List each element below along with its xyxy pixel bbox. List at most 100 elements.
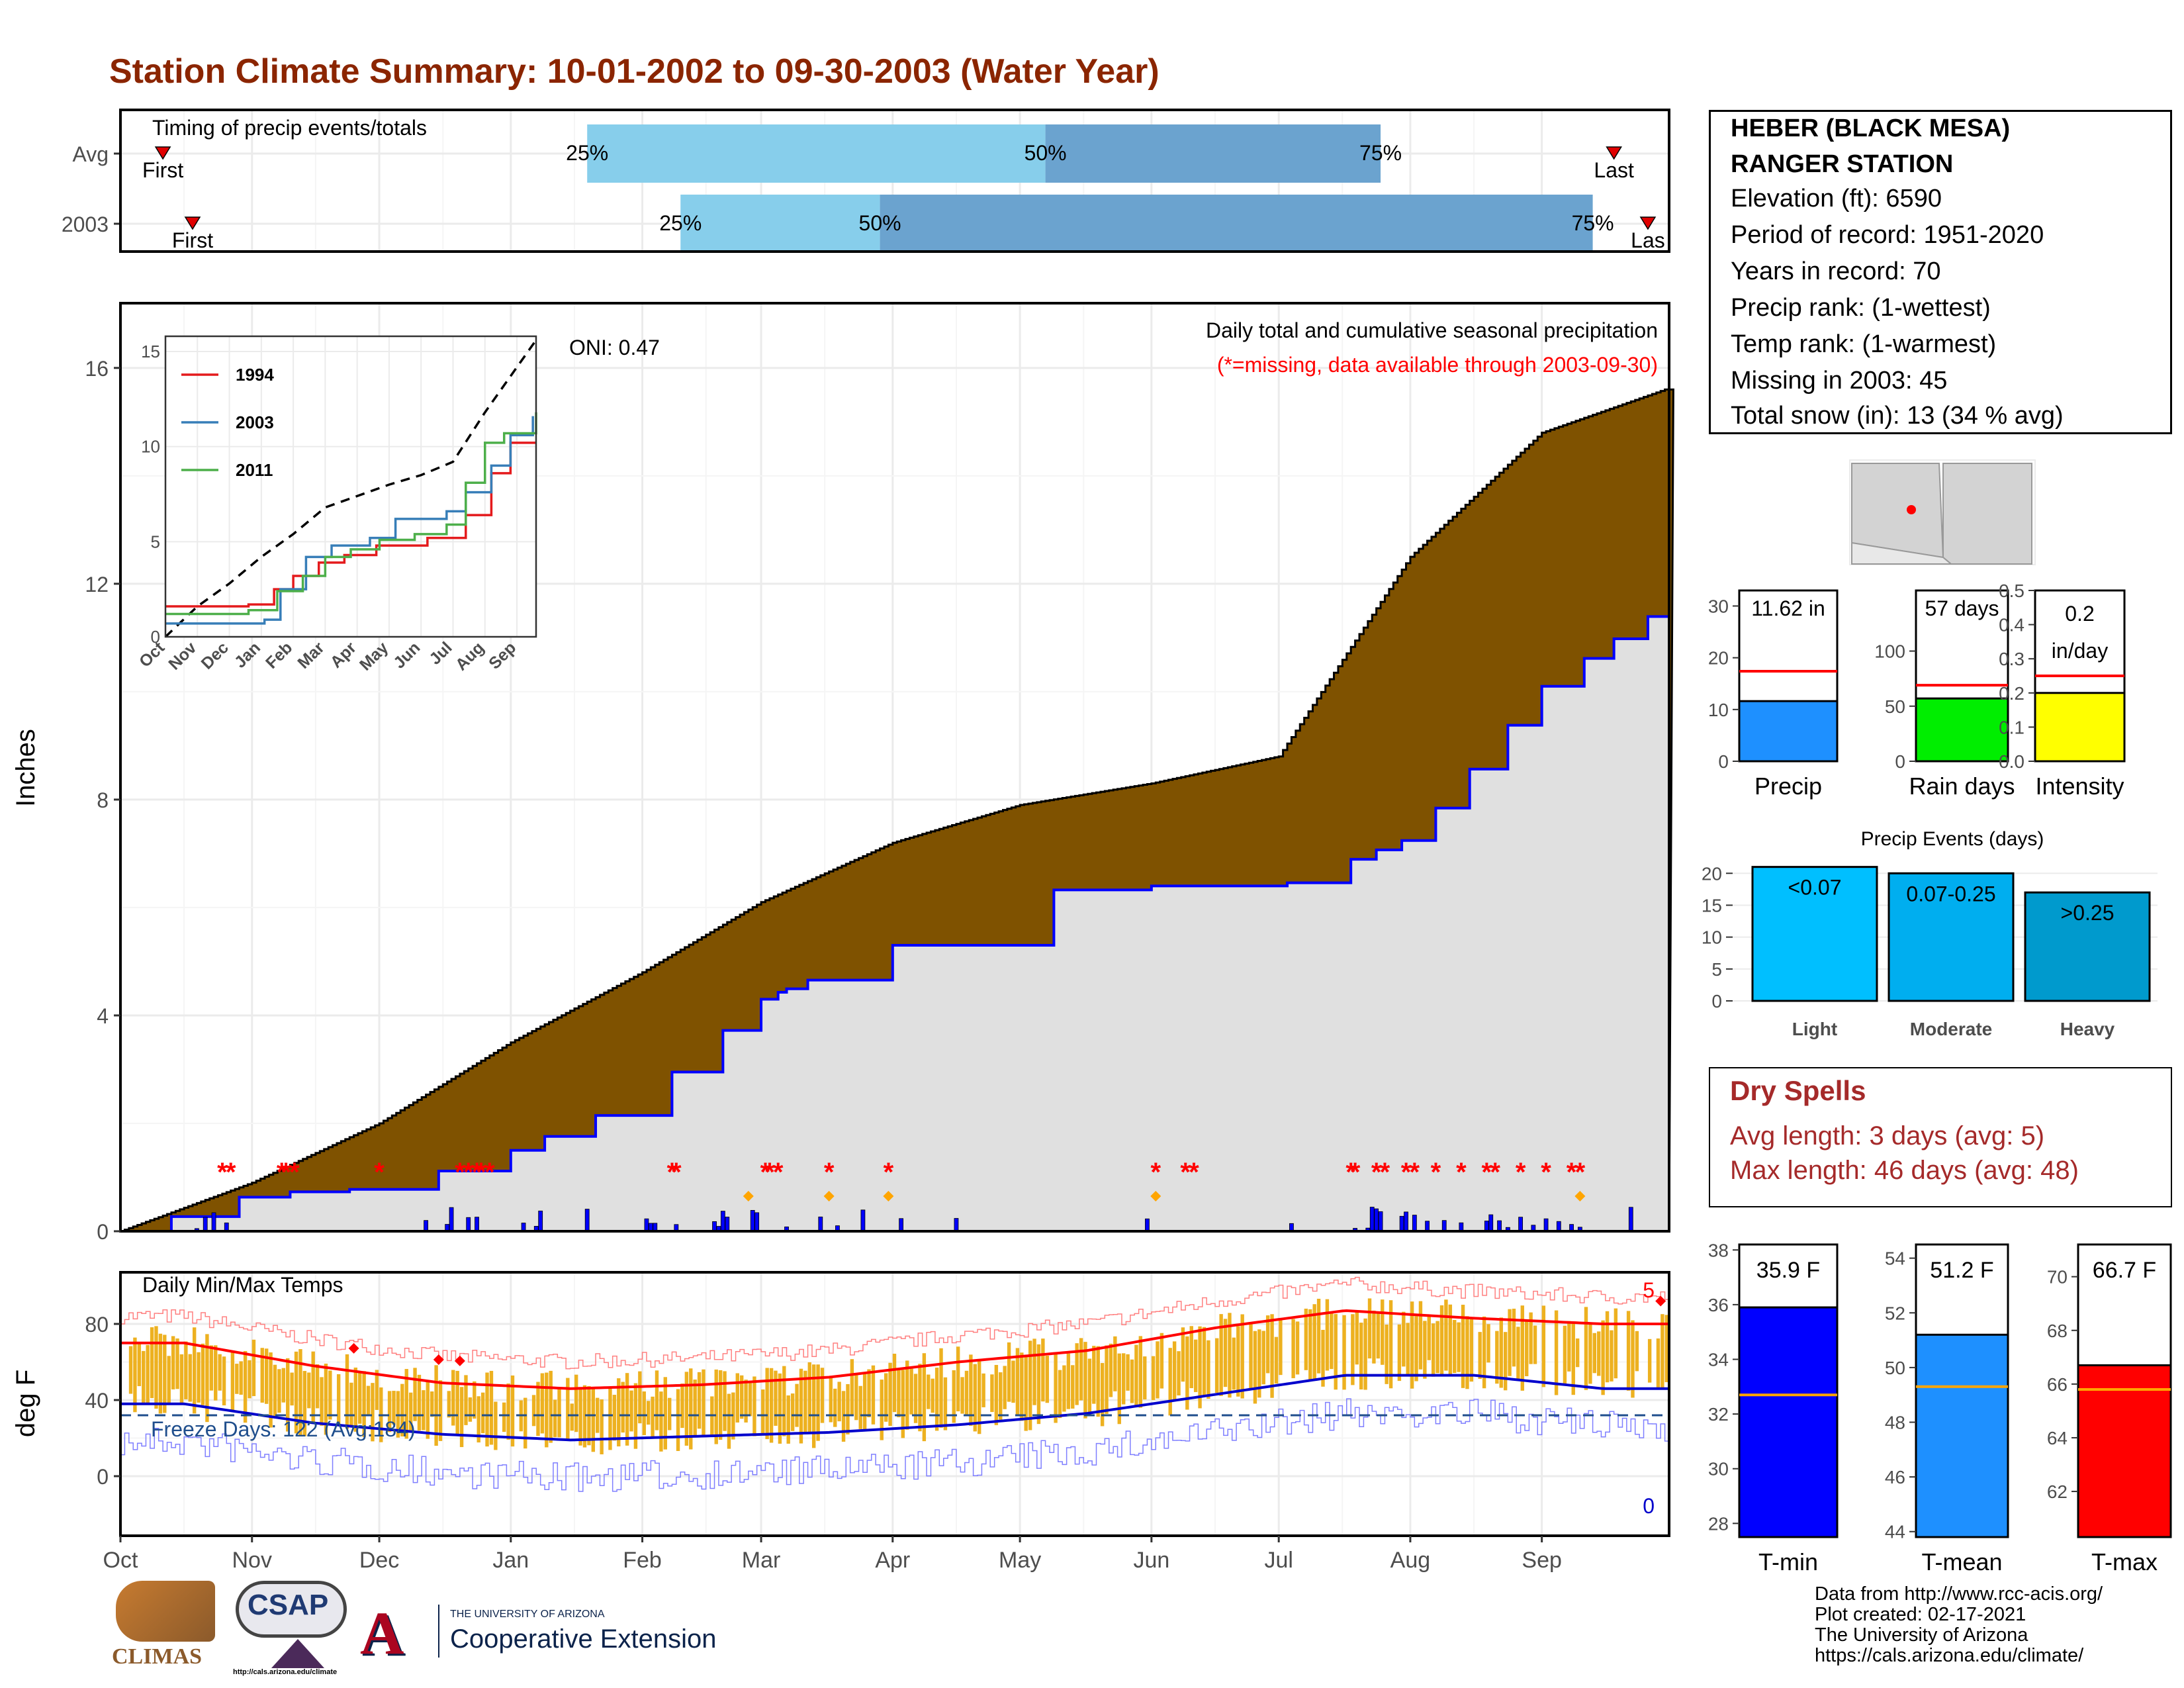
daily-temp-bar: [307, 1372, 311, 1409]
daily-precip-bar: [1399, 1215, 1404, 1232]
missing-data-marker: *: [1516, 1158, 1526, 1187]
daily-temp-bar: [1402, 1311, 1406, 1367]
daily-temp-bar: [964, 1370, 969, 1415]
daily-temp-bar: [1291, 1319, 1295, 1378]
daily-temp-bar: [1045, 1355, 1049, 1403]
daily-temp-bar: [264, 1348, 269, 1404]
daily-temp-bar: [854, 1375, 858, 1421]
summary-ytick-label: 0: [1895, 751, 1905, 772]
daily-temp-bar: [447, 1391, 451, 1418]
daily-temp-bar: [404, 1369, 408, 1439]
xaxis-month-label: Sep: [1522, 1548, 1562, 1573]
daily-temp-bar: [1202, 1327, 1206, 1397]
precip-events-ytick-label: 10: [1702, 927, 1722, 948]
temp-summary-bar: [2077, 1364, 2172, 1538]
timing-bar-25-50: [587, 124, 1046, 183]
ua-logo[interactable]: A THE UNIVERSITY OF ARIZONA Cooperative …: [360, 1599, 744, 1667]
inset-average-line: [164, 339, 537, 638]
daily-temp-bar: [133, 1337, 137, 1413]
daily-temp-bar: [1189, 1326, 1193, 1389]
daily-temp-bar: [795, 1383, 799, 1427]
temp-summary-ytick-label: 62: [2047, 1481, 2068, 1502]
inset-ytick-label: 15: [141, 342, 160, 361]
missing-data-marker: *: [1345, 1158, 1356, 1187]
precip-panel-border: [119, 302, 1670, 1233]
missing-data-marker: *: [1401, 1158, 1412, 1187]
missing-data-marker: *: [1380, 1158, 1390, 1187]
daily-temp-bar: [510, 1375, 515, 1447]
timing-bar-25-50: [680, 195, 880, 253]
xaxis-month-label: Feb: [623, 1548, 662, 1573]
daily-temp-bar: [158, 1333, 163, 1414]
daily-temp-bar: [1635, 1331, 1639, 1372]
precip-ytick-label: 8: [97, 788, 109, 812]
freeze-days-label: Freeze Days: 122 (Avg:184): [151, 1417, 416, 1441]
daily-temp-bar: [464, 1375, 468, 1425]
daily-temp-bar: [1265, 1315, 1270, 1374]
summary-ytick-label: 10: [1708, 700, 1729, 720]
summary-bar: [1738, 700, 1839, 763]
daily-temp-bar: [786, 1395, 790, 1444]
daily-temp-bar: [1126, 1354, 1130, 1391]
daily-temp-bar: [816, 1364, 820, 1441]
summary-ytick-label: 0.3: [1999, 649, 2025, 669]
new-mexico-shape: [1942, 463, 2032, 565]
daily-temp-bar: [1011, 1360, 1015, 1403]
station-temp-rank: Temp rank: (1-warmest): [1731, 330, 1997, 358]
csap-logo[interactable]: CSAP http://cals.arizona.edu/climate: [232, 1581, 351, 1680]
daily-temp-bar: [459, 1387, 464, 1448]
missing-data-marker: *: [1482, 1158, 1492, 1187]
daily-temp-bar: [1092, 1346, 1096, 1404]
daily-temp-bar: [1626, 1311, 1631, 1391]
daily-temp-bar: [1274, 1336, 1279, 1384]
temp-summary-ytick-label: 54: [1885, 1248, 1905, 1269]
temp-summary-ytick-label: 30: [1708, 1459, 1729, 1479]
precip-ylabel: Inches: [11, 729, 40, 807]
daily-temp-bar: [884, 1373, 888, 1422]
daily-temp-bar: [880, 1380, 884, 1440]
climas-logo[interactable]: CLIMAS: [109, 1581, 218, 1680]
inset-ytick-label: 0: [151, 627, 160, 647]
precip-event-bar: [2024, 891, 2151, 1002]
daily-temp-bar: [192, 1327, 197, 1414]
daily-temp-bar: [1334, 1314, 1338, 1390]
missing-data-marker: *: [773, 1158, 784, 1187]
daily-temp-bar: [1028, 1340, 1032, 1430]
missing-data-marker: *: [1456, 1158, 1467, 1187]
daily-temp-bar: [867, 1369, 871, 1417]
daily-temp-bar: [566, 1378, 570, 1440]
daily-temp-bar: [1359, 1323, 1363, 1389]
daily-temp-bar: [833, 1388, 837, 1427]
daily-temp-bar: [1423, 1321, 1427, 1379]
daily-temp-bar: [1372, 1310, 1376, 1364]
daily-temp-bar: [408, 1392, 413, 1432]
daily-temp-bar: [1647, 1338, 1652, 1383]
daily-temp-bar: [150, 1327, 154, 1399]
daily-temp-bar: [146, 1344, 150, 1405]
daily-temp-bar: [1478, 1332, 1482, 1379]
daily-temp-bar: [1605, 1311, 1610, 1383]
timing-last-label: Last: [1594, 158, 1634, 182]
daily-temp-bar: [438, 1380, 443, 1441]
precip-events-ytick-label: 5: [1711, 959, 1722, 980]
daily-temp-bar: [434, 1365, 438, 1446]
summary-ytick-label: 0: [1718, 751, 1729, 772]
daily-precip-bar: [203, 1217, 208, 1232]
summary-ytick-label: 0.2: [1999, 683, 2025, 704]
summary-ytick-label: 100: [1874, 641, 1905, 662]
daily-precip-bar: [1518, 1217, 1524, 1232]
daily-temp-bar: [1457, 1322, 1461, 1372]
daily-precip-bar: [1145, 1218, 1150, 1232]
timing-p75-label: 75%: [1359, 141, 1402, 165]
daily-temp-bar: [1117, 1353, 1121, 1425]
daily-temp-bar: [1453, 1319, 1457, 1374]
daily-temp-bar: [1486, 1324, 1490, 1363]
temp-summary-value-label: 51.2 F: [1930, 1258, 1993, 1283]
daily-temp-bar: [693, 1380, 697, 1438]
precip-event-bin-label: <0.07: [1788, 876, 1842, 900]
daily-temp-bar: [1075, 1343, 1079, 1405]
footer-credit-1: Data from http://www.rcc-acis.org/: [1815, 1583, 2103, 1605]
daily-temp-bar: [1554, 1310, 1559, 1395]
daily-temp-bar: [740, 1375, 744, 1419]
daily-temp-bar: [1584, 1307, 1588, 1390]
